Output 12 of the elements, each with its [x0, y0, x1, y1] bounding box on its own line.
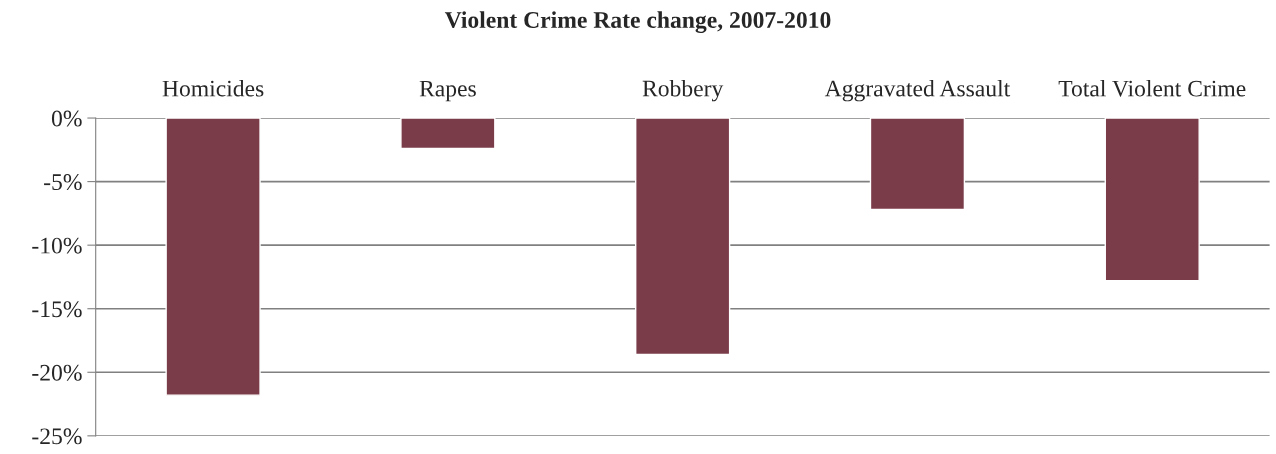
chart-title: Violent Crime Rate change, 2007-2010 — [444, 11, 831, 33]
x-tick-label: Total Violent Crime — [1058, 79, 1246, 97]
y-tick-label: 0% — [51, 110, 82, 127]
x-tick-label: Robbery — [642, 79, 724, 102]
y-tick-label: -5% — [44, 174, 82, 191]
y-tick-label: -10% — [32, 237, 82, 254]
x-tick-label: Rapes — [419, 80, 476, 102]
y-tick-label: -20% — [32, 364, 82, 381]
y-tick-label: -25% — [32, 428, 82, 445]
y-tick-label: -15% — [32, 301, 82, 318]
x-tick-label: Aggravated Assault — [824, 79, 1011, 102]
x-tick-label: Homicides — [162, 79, 264, 97]
